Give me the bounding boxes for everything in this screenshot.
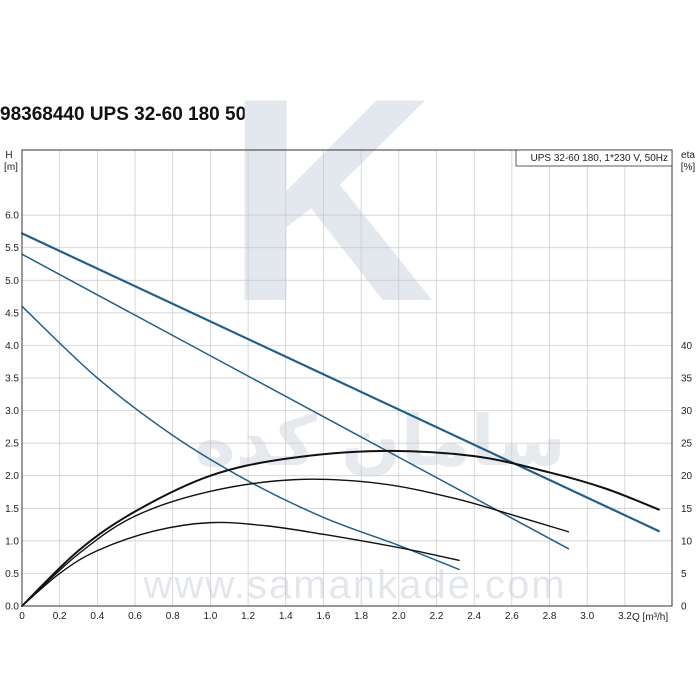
chart-grid — [21, 150, 672, 607]
y-axis-right-ticks: 0 5 10 15 20 25 30 35 40 — [681, 341, 693, 613]
y-left-tick-label: 4.0 — [5, 341, 19, 352]
efficiency-curve-line — [21, 478, 570, 607]
x-tick-label: 1.0 — [203, 611, 217, 622]
y-right-tick-label: 25 — [681, 439, 693, 450]
x-tick-label: 3.2 — [618, 611, 632, 622]
y-left-tick-label: 0.0 — [5, 602, 19, 613]
x-axis-ticks: 0 0.2 0.4 0.6 0.8 1.0 1.2 1.4 1.6 1.8 2.0 2.2 2.4 2.6… — [19, 611, 632, 622]
x-tick-label: 0.8 — [166, 611, 180, 622]
y-right-tick-label: 20 — [681, 471, 693, 482]
pump-curve-line — [21, 253, 570, 550]
x-tick-label: 2.4 — [467, 611, 481, 622]
y-right-tick-label: 40 — [681, 341, 693, 352]
y-axis-right-label-line1: eta — [681, 150, 695, 161]
x-tick-label: 2.8 — [543, 611, 557, 622]
x-tick-label: 0.2 — [53, 611, 67, 622]
legend-box — [515, 149, 673, 167]
x-tick-label: 0.4 — [90, 611, 104, 622]
y-right-tick-label: 15 — [681, 504, 693, 515]
y-left-tick-label: 4.5 — [5, 308, 19, 319]
y-left-tick-label: 2.0 — [5, 471, 19, 482]
y-right-tick-label: 0 — [681, 602, 687, 613]
y-axis-left-label-line2: [m] — [4, 162, 18, 173]
y-right-tick-label: 35 — [681, 374, 693, 385]
efficiency-curve-line — [21, 521, 460, 607]
x-tick-label: 1.8 — [354, 611, 368, 622]
y-axis-left-label-line1: H — [5, 150, 12, 161]
y-right-tick-label: 10 — [681, 536, 693, 547]
pump-curve-line — [21, 305, 460, 571]
watermark-url: www.samankade.com — [142, 563, 566, 607]
chart-series — [20, 232, 660, 607]
x-tick-label: 1.2 — [241, 611, 255, 622]
watermark: K سامان کده www.samankade.com — [142, 38, 566, 607]
y-axis-right-label-line2: [%] — [681, 162, 696, 173]
y-left-tick-label: 5.0 — [5, 276, 19, 287]
efficiency-curve-line — [21, 449, 660, 607]
legend-entry: UPS 32-60 180, 1*230 V, 50Hz — [530, 153, 668, 164]
x-tick-label: 3.0 — [580, 611, 594, 622]
chart-legend: UPS 32-60 180, 1*230 V, 50Hz — [515, 149, 673, 167]
y-left-tick-label: 3.0 — [5, 406, 19, 417]
y-left-tick-label: 1.5 — [5, 504, 19, 515]
x-axis-label: Q [m³/h] — [632, 612, 668, 623]
y-left-tick-label: 6.0 — [5, 211, 19, 222]
x-tick-label: 2.6 — [505, 611, 519, 622]
watermark-logo: K — [225, 38, 434, 362]
plot-frame — [21, 149, 673, 607]
x-tick-label: 2.2 — [430, 611, 444, 622]
x-tick-label: 1.4 — [279, 611, 293, 622]
page-title: 98368440 UPS 32-60 180 50 Hz — [0, 104, 275, 125]
y-axis-left-ticks: 0.0 0.5 1.0 1.5 2.0 2.5 3.0 3.5 4.0 4.5 5.0 5.5 6.0 — [5, 211, 19, 613]
y-left-tick-label: 1.0 — [5, 536, 19, 547]
x-tick-label: 0 — [19, 611, 25, 622]
y-left-tick-label: 5.5 — [5, 243, 19, 254]
watermark-brand-text: سامان کده — [194, 400, 565, 482]
y-left-tick-label: 3.5 — [5, 374, 19, 385]
pump-curve-line — [20, 232, 660, 533]
x-tick-label: 2.0 — [392, 611, 406, 622]
y-left-tick-label: 2.5 — [5, 439, 19, 450]
x-tick-label: 1.6 — [316, 611, 330, 622]
y-left-tick-label: 0.5 — [5, 569, 19, 580]
x-tick-label: 0.6 — [128, 611, 142, 622]
y-right-tick-label: 5 — [681, 569, 687, 580]
y-right-tick-label: 30 — [681, 406, 693, 417]
